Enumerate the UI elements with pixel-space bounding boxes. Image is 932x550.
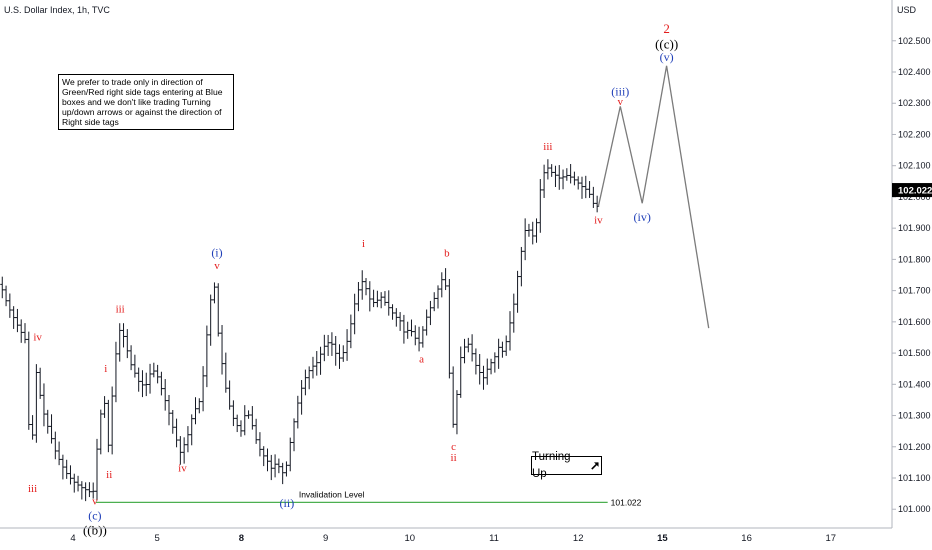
wave-label: ((b)) (83, 522, 107, 537)
wave-label: ii (106, 469, 112, 481)
x-tick-label: 11 (489, 533, 499, 544)
y-tick-label: 101.300 (898, 411, 931, 421)
wave-label: (v) (660, 50, 674, 64)
invalidation-group: Invalidation Level 101.022 (95, 489, 642, 507)
y-tick-label: 101.900 (898, 223, 931, 233)
wave-label: b (444, 247, 450, 259)
wave-label: ((c)) (655, 37, 678, 52)
wave-label: v (214, 260, 220, 272)
x-tick-label: 12 (573, 533, 584, 544)
y-tick-label: 102.200 (898, 129, 931, 139)
current-price-label: 102.022 (898, 186, 932, 197)
symbol-title: U.S. Dollar Index, 1h, TVC (4, 5, 110, 15)
turning-up-label: Turning Up (532, 450, 571, 480)
y-tick-label: 101.800 (898, 254, 931, 264)
y-tick-label: 102.300 (898, 98, 931, 108)
wave-label: v (618, 96, 624, 108)
y-tick-label: 101.100 (898, 473, 931, 483)
currency-label: USD (897, 5, 917, 15)
invalidation-label: Invalidation Level (299, 489, 365, 499)
x-tick-label: 17 (826, 533, 837, 544)
wave-label: iii (543, 141, 552, 153)
wave-label: (i) (211, 245, 222, 259)
wave-label: c (451, 441, 456, 453)
wave-label: ii (451, 452, 457, 464)
x-tick-label: 4 (70, 533, 75, 544)
wave-label: iv (178, 463, 187, 475)
wave-labels-group: iiiivv(c)((b))iiiiiiivv(i)(ii)iabciiiiii… (28, 21, 678, 537)
x-tick-label: 5 (155, 533, 160, 544)
turning-up-box: Turning Up (531, 451, 602, 480)
y-tick-label: 101.400 (898, 379, 931, 389)
wave-label: (iv) (634, 210, 651, 224)
wave-label: v (92, 496, 98, 508)
wave-label: iii (28, 483, 37, 495)
wave-label: (iii) (611, 85, 629, 99)
wave-label: iii (116, 304, 125, 316)
y-tick-label: 101.700 (898, 286, 931, 296)
y-tick-label: 101.000 (898, 504, 931, 514)
y-tick-label: 101.600 (898, 317, 931, 327)
wave-label: i (104, 363, 107, 375)
wave-label: a (419, 353, 424, 365)
wave-label: (ii) (280, 496, 295, 510)
projection-path (597, 65, 710, 329)
projection-group (597, 65, 710, 329)
x-tick-label: 8 (239, 533, 244, 544)
invalidation-value-label: 101.022 (611, 497, 642, 507)
x-tick-label: 10 (405, 533, 416, 544)
wave-label: iv (594, 214, 603, 226)
current-price-badge (892, 183, 932, 198)
y-tick-label: 102.400 (898, 67, 931, 77)
wave-label: iv (33, 332, 42, 344)
y-tick-label: 102.500 (898, 36, 931, 46)
y-tick-label: 101.200 (898, 442, 931, 452)
arrow-up-right-icon (591, 462, 599, 470)
note-box: We prefer to trade only in direction of … (58, 74, 234, 130)
candles-group (0, 159, 600, 502)
wave-label: 2 (663, 21, 670, 36)
y-tick-label: 101.500 (898, 348, 931, 358)
x-tick-label: 15 (657, 533, 668, 544)
y-tick-label: 102.100 (898, 161, 931, 171)
wave-label: i (362, 238, 365, 250)
x-tick-label: 16 (741, 533, 752, 544)
wave-label: (c) (88, 509, 101, 523)
x-tick-label: 9 (323, 533, 328, 544)
